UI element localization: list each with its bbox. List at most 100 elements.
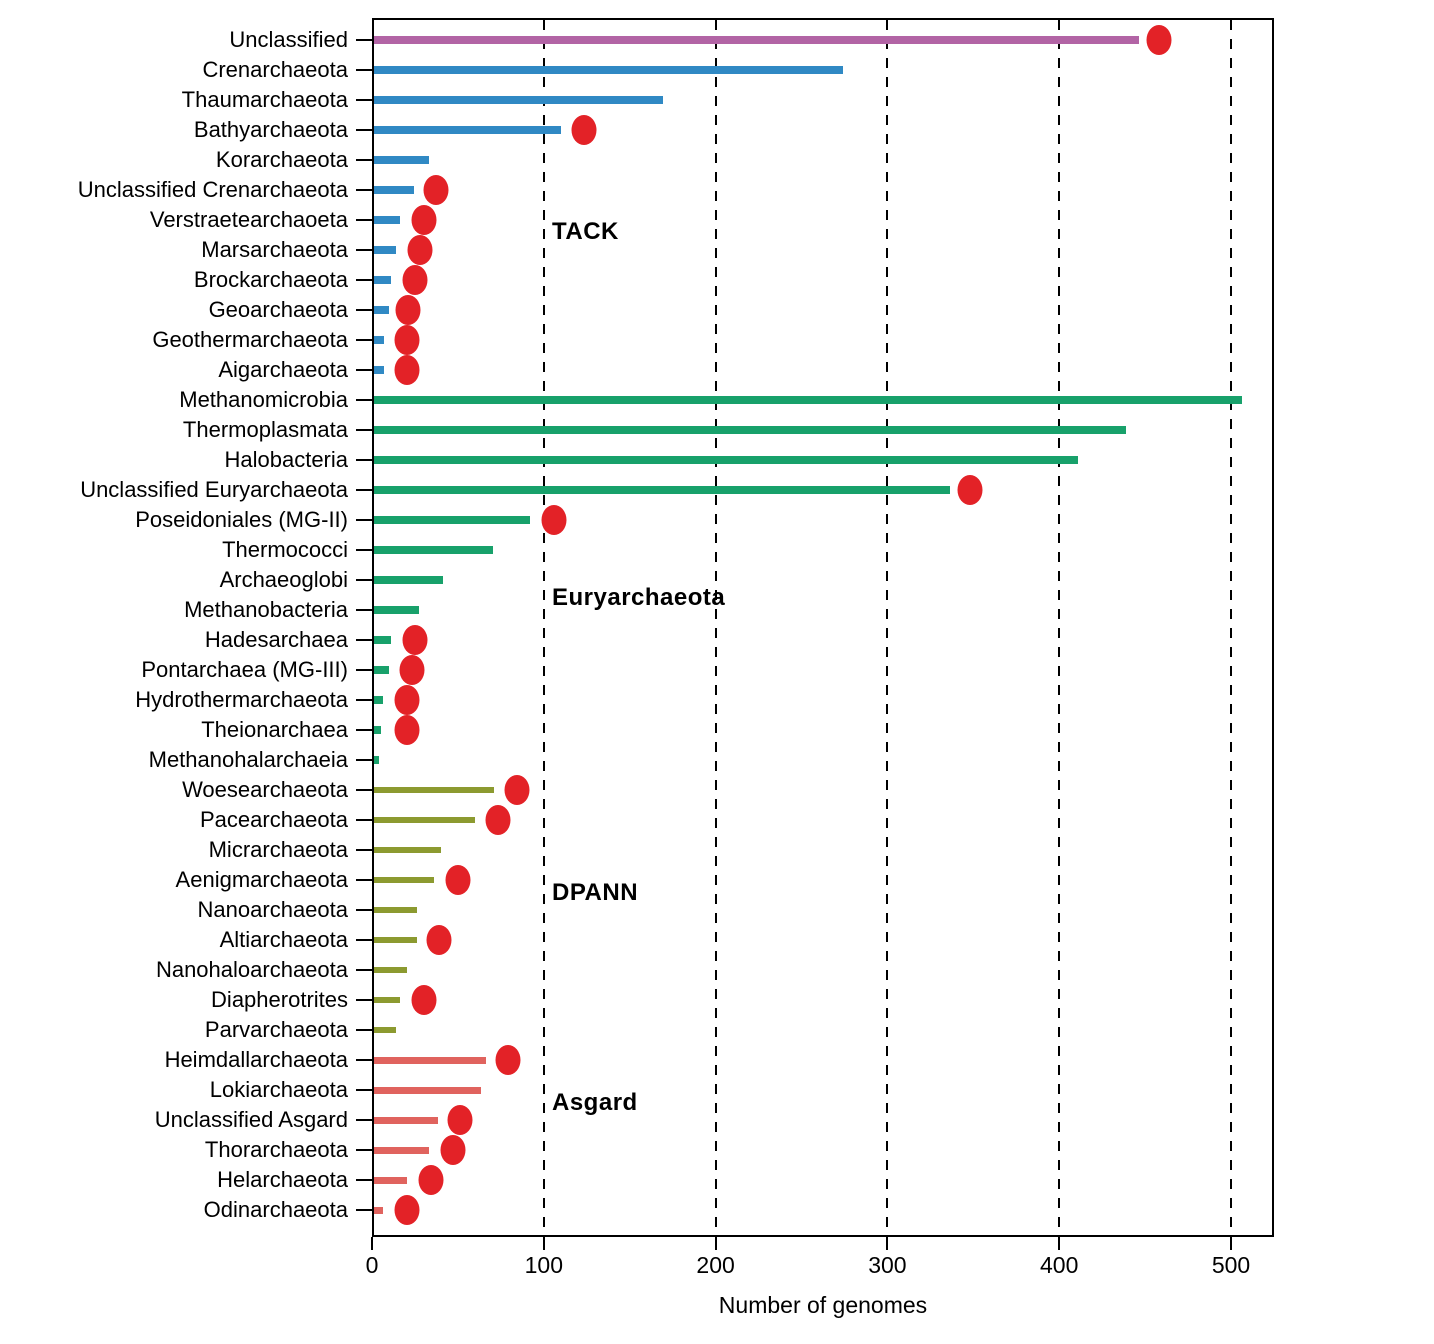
x-axis-tick-label: 100 [524, 1252, 563, 1278]
genome-count-bar [374, 726, 381, 734]
category-label: Helarchaeota [217, 1167, 348, 1192]
genome-count-bar [374, 36, 1139, 44]
category-axis-tick [356, 759, 373, 761]
category-label: Thermococci [222, 537, 348, 562]
genome-count-bar [374, 576, 443, 584]
category-axis-tick [356, 1209, 373, 1211]
x-axis-title: Number of genomes [718, 1292, 928, 1318]
category-axis-tick [356, 429, 373, 431]
x-axis-tick-label: 300 [868, 1252, 907, 1278]
genome-count-bar [374, 606, 419, 614]
genome-count-bar [374, 546, 493, 554]
genome-count-bar [374, 1116, 438, 1124]
category-label: Odinarchaeota [203, 1197, 348, 1222]
genome-count-bar [374, 666, 390, 674]
category-label: Halobacteria [224, 447, 348, 472]
genome-count-bar [374, 276, 392, 284]
genome-count-bar [374, 1086, 481, 1094]
lollipop-dot [402, 265, 428, 295]
genome-count-bar [374, 186, 414, 194]
genome-count-bar [374, 1146, 429, 1154]
x-axis-tick-label: 400 [1040, 1252, 1079, 1278]
lollipop-dot [495, 1045, 521, 1075]
lollipop-dot [426, 925, 452, 955]
genome-count-bar [374, 997, 400, 1003]
genome-count-bar [374, 1176, 407, 1184]
genome-count-bar [374, 787, 495, 793]
category-axis-tick [356, 489, 373, 491]
genome-count-bar [374, 486, 950, 494]
genome-count-bar [374, 967, 407, 973]
genome-count-bar [374, 937, 417, 943]
category-label: Thermoplasmata [182, 417, 348, 442]
category-axis-tick [356, 1179, 373, 1181]
lollipop-dot [423, 175, 449, 205]
x-axis-tick-label: 200 [696, 1252, 735, 1278]
category-axis-tick [356, 609, 373, 611]
category-axis-tick [356, 399, 373, 401]
category-label: Micrarchaeota [208, 837, 348, 862]
category-label: Methanohalarchaeia [148, 747, 348, 772]
genome-count-bar [374, 636, 392, 644]
category-axis-tick [356, 159, 373, 161]
category-axis-tick [356, 1089, 373, 1091]
x-axis-tick [714, 1237, 717, 1250]
gridline [1230, 20, 1232, 1235]
category-axis-tick [356, 1029, 373, 1031]
genome-count-bar [374, 306, 390, 314]
category-axis-tick [356, 789, 373, 791]
genome-count-bar [374, 817, 476, 823]
genome-count-bar [374, 426, 1127, 434]
category-label: Theionarchaea [201, 717, 348, 742]
lollipop-dot [445, 865, 471, 895]
lollipop-dot [411, 985, 437, 1015]
category-label: Diapherotrites [211, 987, 348, 1012]
lollipop-dot [957, 475, 983, 505]
category-axis-tick [356, 69, 373, 71]
x-axis-tick [886, 1237, 889, 1250]
lollipop-dot [395, 295, 421, 325]
category-axis-tick [356, 939, 373, 941]
category-label: Crenarchaeota [202, 57, 348, 82]
genome-count-bar [374, 246, 397, 254]
genome-count-bar [374, 516, 531, 524]
category-axis-tick [356, 99, 373, 101]
genome-count-bar [374, 877, 435, 883]
lollipop-dot [394, 685, 420, 715]
category-axis-tick [356, 249, 373, 251]
category-label: Geothermarchaeota [152, 327, 348, 352]
x-axis-tick [371, 1237, 373, 1250]
genome-count-bar [374, 847, 441, 853]
category-axis-tick [356, 909, 373, 911]
genome-count-bar [374, 456, 1079, 464]
category-axis-tick [356, 279, 373, 281]
category-axis-tick [356, 969, 373, 971]
lollipop-dot [407, 235, 433, 265]
category-label: Woesearchaeota [182, 777, 348, 802]
category-axis-tick [356, 579, 373, 581]
x-axis-tick-label: 500 [1211, 1252, 1251, 1278]
category-axis-tick [356, 849, 373, 851]
category-label: Unclassified [229, 27, 348, 52]
category-label: Lokiarchaeota [209, 1077, 348, 1102]
category-label: Aigarchaeota [218, 357, 348, 382]
category-axis-tick [356, 999, 373, 1001]
lollipop-dot [440, 1135, 466, 1165]
category-label: Poseidoniales (MG-II) [135, 507, 348, 532]
group-label: TACK [552, 218, 619, 245]
category-axis-tick [356, 1059, 373, 1061]
genome-count-bar [374, 1027, 397, 1033]
x-axis-tick-label: 0 [365, 1252, 379, 1278]
genome-count-bar [374, 1056, 486, 1064]
gridline [542, 20, 545, 1235]
genome-count-bar [374, 366, 385, 374]
lollipop-dot [1146, 25, 1172, 55]
category-axis-tick [356, 699, 373, 701]
genome-count-bar [374, 696, 383, 704]
lollipop-dot [399, 655, 425, 685]
lollipop-dot [447, 1105, 473, 1135]
category-label: Aenigmarchaeota [175, 867, 348, 892]
category-label: Hadesarchaea [204, 627, 348, 652]
category-axis-tick [356, 819, 373, 821]
